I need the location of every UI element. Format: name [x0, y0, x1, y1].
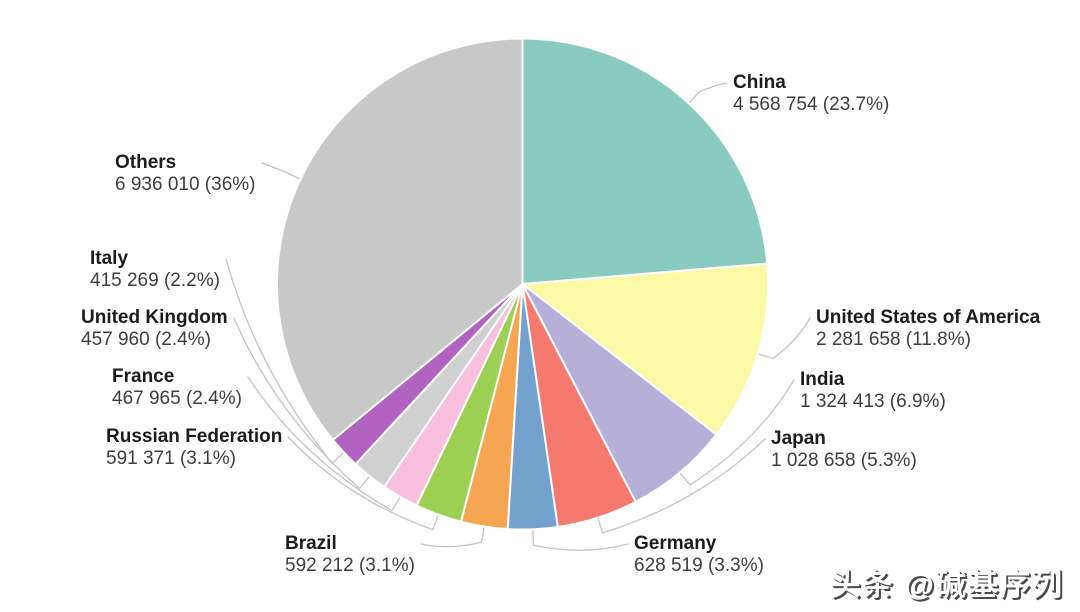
leader-line-india	[679, 379, 795, 486]
slice-label-brazil: Brazil 592 212 (3.1%)	[285, 533, 415, 577]
slice-label-others: Others 6 936 010 (36%)	[115, 152, 256, 196]
leader-line-china	[688, 82, 728, 105]
pie-slice-others	[276, 37, 524, 441]
slice-label-value: 467 965 (2.4%)	[112, 388, 242, 409]
leader-line-brazil	[420, 525, 485, 548]
slice-label-value: 457 960 (2.4%)	[81, 329, 211, 350]
slice-label-value: 591 371 (3.1%)	[106, 448, 236, 469]
slice-label-name: Germany	[634, 533, 717, 554]
slice-label-name: France	[112, 366, 175, 387]
leader-line-france	[247, 376, 401, 512]
slice-label-value: 1 028 658 (5.3%)	[771, 450, 917, 471]
slice-label-value: 1 324 413 (6.9%)	[800, 391, 946, 412]
slice-label-japan: Japan 1 028 658 (5.3%)	[771, 428, 917, 472]
slice-label-name: India	[800, 369, 845, 390]
slice-label-name: Italy	[90, 248, 129, 269]
slice-label-value: 4 568 754 (23.7%)	[733, 94, 890, 115]
slice-label-russian-federation: Russian Federation 591 371 (3.1%)	[106, 426, 282, 470]
slice-label-name: Japan	[771, 428, 826, 449]
leader-line-others	[261, 162, 302, 180]
pie-slice-united-states-of-america	[521, 262, 769, 436]
slice-label-name: Others	[115, 152, 177, 173]
slice-label-china: China 4 568 754 (23.7%)	[733, 72, 889, 116]
slice-label-italy: Italy 415 269 (2.2%)	[90, 248, 220, 292]
slice-label-value: 6 936 010 (36%)	[115, 174, 256, 195]
leader-line-japan	[597, 438, 766, 534]
slice-label-value: 592 212 (3.1%)	[285, 555, 415, 576]
slice-label-name: Russian Federation	[106, 426, 283, 447]
pie-slice-china	[521, 37, 769, 285]
leader-line-united-states-of-america	[757, 317, 811, 360]
slice-label-name: United Kingdom	[81, 307, 228, 328]
pie-slice-india	[521, 283, 718, 503]
slice-label-india: India 1 324 413 (6.9%)	[800, 369, 946, 413]
leader-lines	[225, 82, 811, 551]
slice-label-value: 415 269 (2.2%)	[90, 270, 220, 291]
leader-line-russian-federation	[287, 436, 440, 531]
watermark: 头条 @碱基序列	[830, 569, 1064, 602]
leader-line-italy	[225, 258, 345, 465]
slice-label-united-states-of-america: United States of America 2 281 658 (11.8%…	[816, 307, 1040, 351]
slice-label-name: Brazil	[285, 533, 337, 554]
slice-label-germany: Germany 628 519 (3.3%)	[634, 533, 764, 577]
slice-label-name: China	[733, 72, 786, 93]
slice-label-united-kingdom: United Kingdom 457 960 (2.4%)	[81, 307, 228, 351]
slice-label-france: France 467 965 (2.4%)	[112, 366, 242, 410]
leader-line-united-kingdom	[233, 317, 371, 490]
pie-slices	[276, 37, 769, 531]
slice-label-value: 628 519 (3.3%)	[634, 555, 764, 576]
leader-line-germany	[532, 528, 629, 551]
slice-label-name: United States of America	[816, 307, 1041, 328]
slice-label-value: 2 281 658 (11.8%)	[816, 329, 971, 350]
